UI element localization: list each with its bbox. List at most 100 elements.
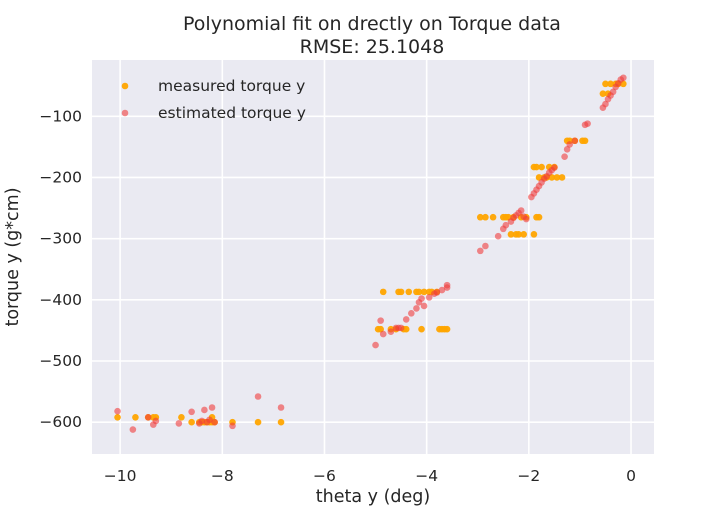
estimated-point — [152, 417, 160, 425]
measured-point — [599, 90, 607, 97]
measured-point — [476, 213, 484, 221]
estimated-point — [402, 316, 410, 323]
measured-point — [405, 288, 413, 296]
estimated-point — [620, 74, 627, 82]
x-tick-label: −8 — [211, 467, 234, 485]
estimated-point — [476, 247, 484, 255]
measured-point — [377, 325, 384, 333]
estimated-point — [443, 281, 451, 289]
measured-point — [533, 163, 540, 171]
y-tick-label: −300 — [39, 230, 82, 248]
legend-label-estimated: estimated torque y — [158, 104, 306, 122]
x-tick-label: −6 — [313, 467, 336, 485]
estimated-point — [502, 221, 510, 229]
estimated-point — [377, 317, 384, 324]
measured-point — [443, 325, 451, 333]
measured-point — [515, 231, 522, 238]
measured-point — [277, 418, 285, 426]
y-tick-label: −400 — [39, 291, 82, 309]
x-tick-label: −4 — [415, 467, 438, 485]
y-tick-label: −600 — [39, 413, 82, 431]
measured-point — [132, 413, 139, 421]
legend-marker-measured — [121, 82, 129, 90]
estimated-point — [144, 413, 152, 421]
measured-point — [489, 213, 497, 221]
estimated-point — [206, 416, 213, 424]
estimated-point — [372, 341, 379, 349]
estimated-point — [420, 302, 428, 310]
y-axis-label: torque y (g*cm) — [3, 187, 23, 326]
estimated-point — [114, 407, 121, 415]
estimated-point — [566, 141, 573, 148]
estimated-point — [561, 153, 568, 160]
measured-point — [397, 288, 405, 296]
measured-point — [535, 174, 543, 181]
chart-subtitle: RMSE: 25.1048 — [300, 36, 445, 58]
x-axis-label: theta y (deg) — [316, 487, 430, 507]
measured-point — [530, 231, 538, 238]
y-tick-labels: −600 −500 −400 −300 −200 −100 — [39, 107, 82, 431]
estimated-point — [397, 324, 405, 332]
estimated-point — [551, 164, 558, 171]
estimated-point — [129, 426, 137, 433]
estimated-point — [408, 309, 415, 317]
estimated-point — [211, 418, 218, 426]
measured-point — [482, 213, 489, 221]
measured-point — [379, 288, 387, 296]
estimated-point — [387, 328, 395, 335]
measured-point — [548, 174, 556, 181]
plot-area — [92, 60, 654, 454]
estimated-point — [482, 242, 489, 250]
estimated-point — [602, 100, 609, 108]
estimated-point — [494, 232, 502, 240]
estimated-point — [522, 215, 530, 223]
legend-label-measured: measured torque y — [158, 77, 305, 95]
estimated-point — [229, 422, 236, 430]
measured-point — [602, 80, 609, 88]
measured-point — [507, 231, 515, 238]
estimated-point — [433, 289, 441, 296]
estimated-point — [198, 417, 206, 425]
estimated-point — [188, 408, 195, 416]
x-tick-label: −10 — [104, 467, 137, 485]
estimated-point — [517, 207, 525, 214]
estimated-point — [413, 305, 420, 312]
estimated-point — [563, 146, 571, 153]
x-tick-label: −2 — [517, 467, 540, 485]
measured-point — [553, 174, 561, 181]
measured-point — [581, 137, 589, 145]
estimated-point — [584, 120, 591, 127]
y-tick-label: −500 — [39, 352, 82, 370]
x-tick-label: 0 — [626, 467, 636, 485]
measured-point — [535, 213, 543, 221]
estimated-point — [609, 88, 617, 96]
measured-point — [402, 325, 410, 333]
estimated-point — [418, 295, 425, 302]
legend-marker-estimated — [121, 109, 129, 117]
measured-point — [538, 163, 545, 171]
y-tick-label: −200 — [39, 168, 82, 186]
measured-point — [254, 418, 262, 426]
measured-point — [114, 413, 121, 421]
measured-point — [558, 174, 566, 181]
chart-title: Polynomial fit on drectly on Torque data — [183, 13, 561, 35]
estimated-point — [571, 137, 579, 145]
legend: measured torque y estimated torque y — [121, 77, 306, 122]
measured-point — [178, 413, 185, 421]
measured-point — [420, 288, 428, 296]
estimated-point — [175, 420, 183, 427]
estimated-point — [208, 404, 216, 411]
scatter-points — [114, 74, 627, 433]
measured-point — [188, 418, 195, 426]
estimated-point — [201, 406, 208, 414]
measured-point — [418, 325, 425, 333]
x-tick-labels: −10 −8 −6 −4 −2 0 — [104, 467, 636, 485]
estimated-point — [425, 294, 433, 301]
estimated-point — [379, 330, 387, 338]
measured-point — [415, 288, 423, 296]
estimated-point — [277, 404, 285, 411]
estimated-point — [254, 393, 262, 400]
y-tick-label: −100 — [39, 107, 82, 125]
estimated-point — [438, 286, 446, 294]
